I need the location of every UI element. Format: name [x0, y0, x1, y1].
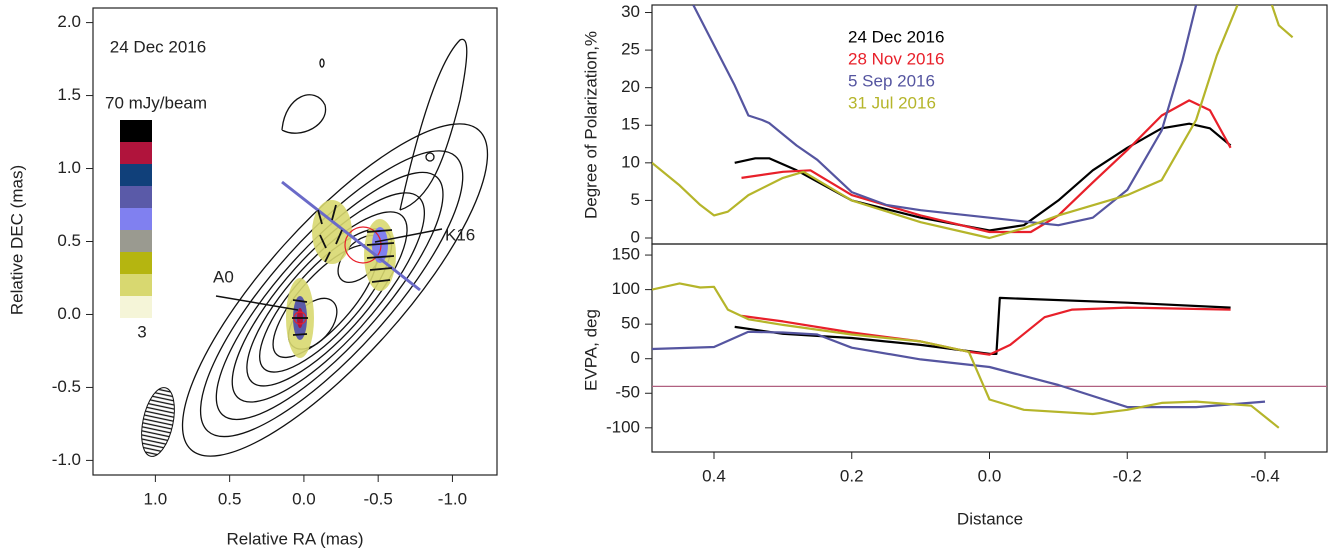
y-tick-label: 25: [621, 40, 640, 59]
plot-frame: [651, 243, 1328, 453]
y-tick-label: 10: [621, 152, 640, 171]
plot-frame: [651, 4, 1328, 245]
series-line: [652, 5, 1294, 240]
y-axis-label: EVPA, deg: [581, 309, 600, 391]
y-tick-label: -100: [606, 417, 640, 436]
contour: [281, 94, 327, 134]
y-tick-label: 150: [612, 245, 640, 264]
colorbar-swatch: [120, 252, 152, 274]
y-tick-label: 0: [631, 227, 640, 246]
y-tick-label: 2.0: [57, 12, 81, 31]
annotation: K16: [445, 225, 475, 244]
colorbar-max-label: 70 mJy/beam: [105, 93, 207, 112]
colorbar-swatch: [120, 186, 152, 208]
annotation-line: [374, 228, 443, 243]
x-tick-label: 0.0: [978, 466, 1002, 485]
y-tick-label: 15: [621, 115, 640, 134]
x-tick-label: -1.0: [438, 489, 467, 508]
y-tick-label: 5: [631, 190, 640, 209]
x-axis-label: Distance: [957, 509, 1023, 528]
series-line: [734, 122, 1232, 232]
y-tick-label: 20: [621, 77, 640, 96]
y-tick-label: 1.0: [57, 158, 81, 177]
contour: [425, 152, 435, 162]
y-tick-label: 100: [612, 279, 640, 298]
x-tick-label: 0.5: [218, 489, 242, 508]
colorbar-swatch: [120, 208, 152, 230]
legend-entry: 5 Sep 2016: [848, 71, 935, 90]
y-tick-label: -50: [615, 383, 640, 402]
legend-entry: 31 Jul 2016: [848, 93, 936, 112]
colorbar-swatch: [120, 274, 152, 296]
x-tick-label: 0.4: [702, 466, 726, 485]
y-axis-label: Degree of Polarization,%: [581, 31, 600, 219]
component-circle: [344, 226, 382, 264]
annotation-line: [215, 295, 299, 311]
contour: [399, 38, 468, 211]
y-tick-label: 0: [631, 348, 640, 367]
map-title: 24 Dec 2016: [110, 37, 206, 56]
y-tick-label: 30: [621, 2, 640, 21]
evpa-ticks: [292, 204, 395, 336]
x-axis-label: Relative RA (mas): [227, 529, 364, 548]
colorbar-swatch: [120, 164, 152, 186]
emission-blob: [312, 200, 352, 264]
colorbar-swatch: [120, 120, 152, 142]
jet-axis: [281, 180, 421, 292]
legend-entry: 24 Dec 2016: [848, 27, 944, 46]
x-tick-label: -0.2: [1113, 466, 1142, 485]
series-line: [692, 5, 1198, 227]
legend-entry: 28 Nov 2016: [848, 49, 944, 68]
colorbar-swatch: [120, 230, 152, 252]
series-line: [741, 306, 1231, 356]
series-line: [652, 282, 1280, 429]
plot-area: [652, 5, 1294, 240]
beam: [141, 387, 175, 457]
plot-area: [652, 282, 1327, 429]
y-tick-label: 0.0: [57, 304, 81, 323]
contour: [319, 58, 325, 68]
y-tick-label: -1.0: [52, 450, 81, 469]
series-line: [741, 99, 1232, 234]
x-tick-label: 1.0: [144, 489, 168, 508]
colorbar-swatch: [120, 142, 152, 164]
colorbar-swatch: [120, 296, 152, 318]
y-axis-label: Relative DEC (mas): [7, 165, 26, 315]
colorbar-min-label: 3: [137, 322, 146, 341]
annotation: A0: [213, 267, 234, 286]
y-tick-label: 50: [621, 314, 640, 333]
y-tick-label: 0.5: [57, 231, 81, 250]
x-tick-label: -0.4: [1250, 466, 1279, 485]
contours: [181, 123, 489, 457]
x-tick-label: 0.0: [292, 489, 316, 508]
y-tick-label: 1.5: [57, 85, 81, 104]
series-line: [652, 330, 1266, 409]
x-tick-label: -0.5: [364, 489, 393, 508]
x-tick-label: 0.2: [840, 466, 864, 485]
map-image: [141, 38, 489, 457]
y-tick-label: -0.5: [52, 377, 81, 396]
